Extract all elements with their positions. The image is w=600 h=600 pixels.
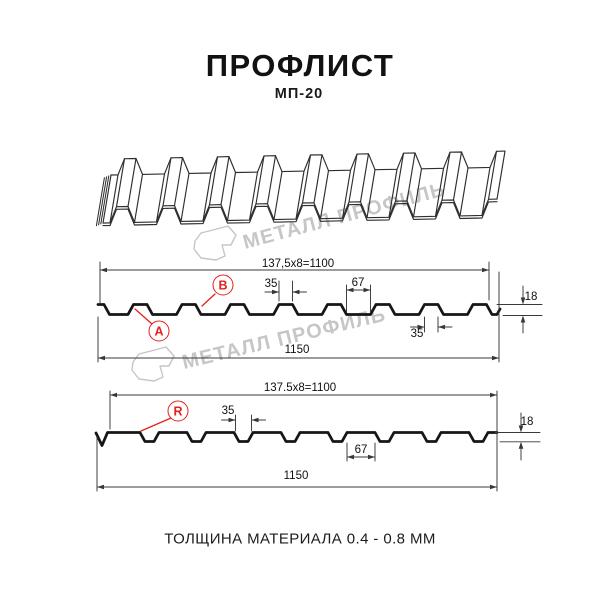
dim-label-valley-width: 67 — [351, 277, 365, 289]
dim-label-crest-width: 67 — [354, 444, 368, 456]
dim-label-profile-height: 18 — [520, 416, 534, 428]
callout-point-r: R — [167, 400, 189, 422]
dim-label-overall-width: 1150 — [284, 344, 310, 356]
dim-label-overall-width: 1150 — [283, 470, 309, 482]
dim-label-valley-width: 35 — [221, 405, 235, 417]
footer-note: ТОЛЩИНА МАТЕРИАЛА 0.4 - 0.8 ММ — [164, 530, 436, 548]
profile-section-r — [94, 390, 541, 492]
dim-label-width-formula: 137.5x8=1100 — [263, 382, 337, 394]
product-code: МП-20 — [274, 86, 324, 102]
dim-label-width-formula: 137,5x8=1100 — [261, 258, 335, 270]
dim-label-crest-width: 35 — [264, 278, 278, 290]
page-title: ПРОФЛИСТ — [205, 48, 395, 83]
sheet-3d-drawing — [95, 150, 506, 227]
callout-point-b: B — [212, 274, 234, 296]
brand-logo-icon — [193, 225, 237, 261]
callout-point-a: A — [148, 320, 170, 342]
dim-label-profile-height: 18 — [524, 291, 538, 303]
dim-label-crest-width-bottom: 35 — [410, 328, 424, 340]
brand-logo-icon — [131, 346, 175, 382]
profile-section-ab — [96, 261, 543, 363]
